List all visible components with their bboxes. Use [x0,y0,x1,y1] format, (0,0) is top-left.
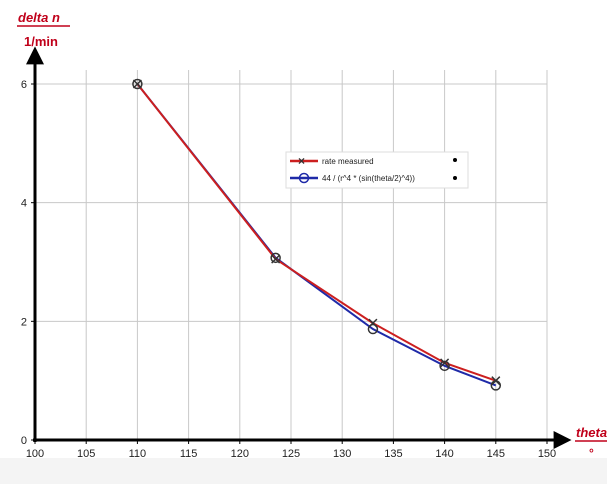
data-point-measured [440,358,450,368]
data-point-theory [490,380,502,391]
legend-label-measured: rate measured [322,157,374,166]
data-point-theory [270,252,281,264]
x-tick-label: 110 [129,448,147,460]
legend-marker-x-icon: × [298,154,305,168]
y-axis-label: delta n [18,10,60,25]
data-point-theory [439,360,450,372]
x-axis-unit: ° [589,446,594,460]
marker-x-stroke [440,358,450,368]
data-point-measured [132,79,142,89]
x-tick-label: 145 [487,448,505,460]
y-tick-label: 6 [21,79,27,91]
x-tick-label: 100 [26,448,44,460]
bottom-strip [0,458,607,484]
legend-marker-circle-icon [298,172,310,184]
x-tick-label: 140 [435,448,453,460]
y-tick-label: 4 [21,198,27,210]
grid [35,70,548,440]
x-tick-label: 105 [77,448,95,460]
legend-dot-theory [453,176,457,180]
legend-entry-measured: × rate measured [290,154,457,168]
series-line-measured [136,83,497,382]
data-point-theory [367,323,379,335]
x-tick-label: 125 [282,448,300,460]
legend-dot-measured [453,158,457,162]
y-tick-label: 2 [21,316,27,328]
legend-box [285,151,469,189]
legend-label-theory: 44 / (r^4 * (sin(theta/2)^4)) [322,174,415,183]
x-tick-label: 150 [538,448,556,460]
legend-entry-theory: 44 / (r^4 * (sin(theta/2)^4)) [290,172,457,184]
marker-x-stroke [132,79,142,89]
x-tick-label: 130 [333,448,351,460]
x-tick-label: 135 [384,448,402,460]
series [132,78,502,391]
y-tick-label: 0 [21,435,27,447]
legend: × rate measured 44 / (r^4 * (sin(theta/2… [285,151,469,189]
axes [26,46,572,449]
x-tick-label: 115 [180,448,198,460]
data-point-theory [132,78,143,90]
x-axis-label: theta [576,425,607,440]
y-axis-unit: 1/min [24,34,58,49]
tick-labels: 100 105 110 115 120 125 130 135 140 145 150 0 2 4 6 [21,79,556,460]
x-tick-label: 120 [231,448,249,460]
series-line-theory [136,83,497,387]
